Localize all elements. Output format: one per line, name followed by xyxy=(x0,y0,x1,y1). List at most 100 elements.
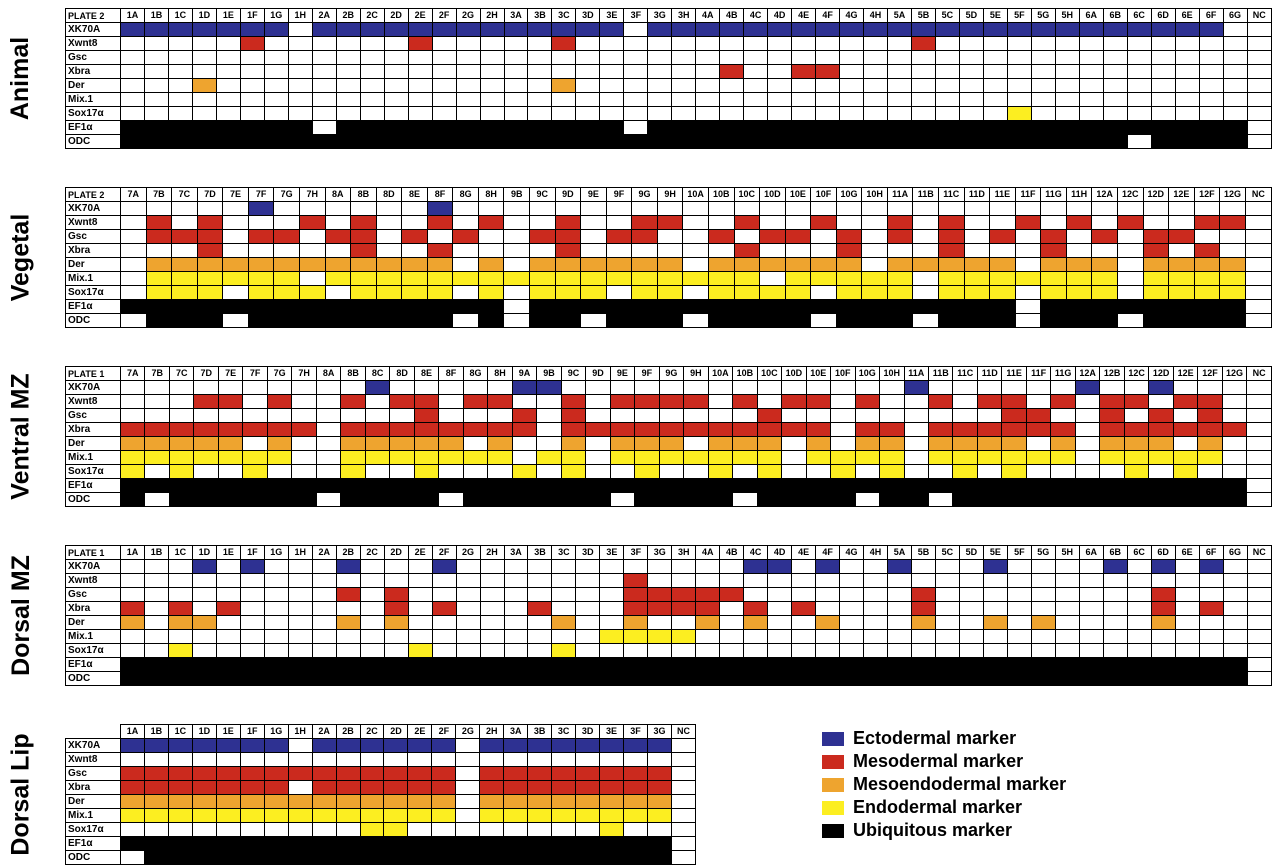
gene-label-der: Der xyxy=(65,615,121,630)
grid-cell xyxy=(383,780,409,795)
panel-dorsal-mz: Dorsal MZ PLATE 1 1A 1B 1C 1D 1E 1F 1G 1H 2A 2B 2C 2D… xyxy=(0,545,1280,686)
grid-cell xyxy=(631,215,658,230)
grid-cell xyxy=(575,780,601,795)
grid-cell xyxy=(1126,64,1152,79)
column-header: 9H xyxy=(656,187,684,202)
grid-cell xyxy=(311,22,337,37)
grid-cell xyxy=(759,243,786,258)
grid-cell xyxy=(340,380,366,395)
grid-cell xyxy=(682,243,709,258)
grid-cell xyxy=(1219,229,1246,244)
grid-cell xyxy=(976,422,1003,437)
grid-cell xyxy=(963,271,991,286)
grid-cell xyxy=(1102,657,1128,672)
grid-cell xyxy=(455,64,481,79)
grid-cell xyxy=(462,436,489,451)
grid-cell xyxy=(938,243,965,258)
grid-cell xyxy=(839,573,865,588)
grid-cell xyxy=(273,215,300,230)
grid-cell xyxy=(1246,422,1272,437)
grid-cell xyxy=(1006,629,1032,644)
grid-cell xyxy=(1150,22,1176,37)
grid-cell xyxy=(879,492,905,507)
grid-cell xyxy=(340,408,366,423)
grid-cell xyxy=(815,573,841,588)
grid-cell xyxy=(143,808,169,823)
grid-cell xyxy=(263,36,289,51)
grid-cell xyxy=(1193,215,1221,230)
grid-cell xyxy=(886,201,914,216)
grid-cell xyxy=(815,120,841,135)
grid-cell xyxy=(239,64,265,79)
grid-cell xyxy=(599,559,625,574)
grid-cell xyxy=(487,422,513,437)
gene-label-xbra: Xbra xyxy=(65,601,121,616)
grid-cell xyxy=(863,587,888,602)
grid-cell xyxy=(407,22,433,37)
grid-cell xyxy=(1040,201,1067,216)
grid-cell xyxy=(383,50,409,65)
grid-cell xyxy=(683,478,709,493)
grid-cell xyxy=(536,492,562,507)
grid-cell xyxy=(407,64,433,79)
grid-cell xyxy=(743,106,769,121)
grid-cell xyxy=(167,752,193,767)
grid-cell xyxy=(1126,22,1152,37)
grid-cell xyxy=(756,450,783,465)
grid-cell xyxy=(287,766,313,781)
grid-cell xyxy=(784,299,812,314)
grid-cell xyxy=(1246,50,1273,65)
grid-cell xyxy=(426,257,454,272)
gene-label-gsc: Gsc xyxy=(65,229,121,244)
grid-cell xyxy=(431,808,457,823)
grid-cell xyxy=(407,573,433,588)
grid-cell xyxy=(879,436,905,451)
grid-cell xyxy=(239,559,265,574)
grid-cell xyxy=(477,313,505,328)
grid-cell xyxy=(1126,573,1152,588)
grid-cell xyxy=(1091,229,1118,244)
grid-cell xyxy=(359,752,385,767)
grid-cell xyxy=(863,36,888,51)
grid-cell xyxy=(431,64,457,79)
grid-cell xyxy=(273,243,300,258)
grid-cell xyxy=(1126,50,1152,65)
grid-cell xyxy=(1246,464,1272,479)
grid-cell xyxy=(266,450,293,465)
grid-cell xyxy=(168,394,195,409)
legend-item-ubiquitous-marker: Ubiquitous marker xyxy=(822,819,1066,842)
grid-cell xyxy=(1198,50,1224,65)
grid-cell xyxy=(815,22,841,37)
grid-cell xyxy=(1219,257,1246,272)
grid-cell xyxy=(958,106,984,121)
grid-cell xyxy=(120,752,145,767)
gene-label-xwnt8: Xwnt8 xyxy=(65,36,121,51)
grid-cell xyxy=(671,671,697,686)
grid-cell xyxy=(934,559,960,574)
grid-cell xyxy=(350,201,377,216)
grid-cell xyxy=(1078,657,1104,672)
grid-cell xyxy=(407,106,433,121)
grid-cell xyxy=(1246,22,1273,37)
grid-cell xyxy=(1078,643,1104,658)
grid-cell xyxy=(554,229,582,244)
grid-cell xyxy=(287,615,313,630)
grid-cell xyxy=(1025,380,1052,395)
grid-cell xyxy=(910,22,936,37)
grid-cell xyxy=(167,850,193,865)
grid-cell xyxy=(1222,64,1248,79)
grid-cell xyxy=(479,657,505,672)
grid-cell xyxy=(912,299,939,314)
grid-cell xyxy=(431,106,457,121)
grid-cell xyxy=(879,380,905,395)
grid-cell xyxy=(143,850,169,865)
grid-cell xyxy=(903,464,929,479)
grid-cell xyxy=(359,629,385,644)
grid-cell xyxy=(1222,22,1248,37)
grid-cell xyxy=(431,850,457,865)
grid-cell xyxy=(767,629,793,644)
grid-cell xyxy=(1001,450,1027,465)
grid-cell xyxy=(963,285,991,300)
grid-cell xyxy=(1168,229,1195,244)
grid-cell xyxy=(670,822,697,837)
